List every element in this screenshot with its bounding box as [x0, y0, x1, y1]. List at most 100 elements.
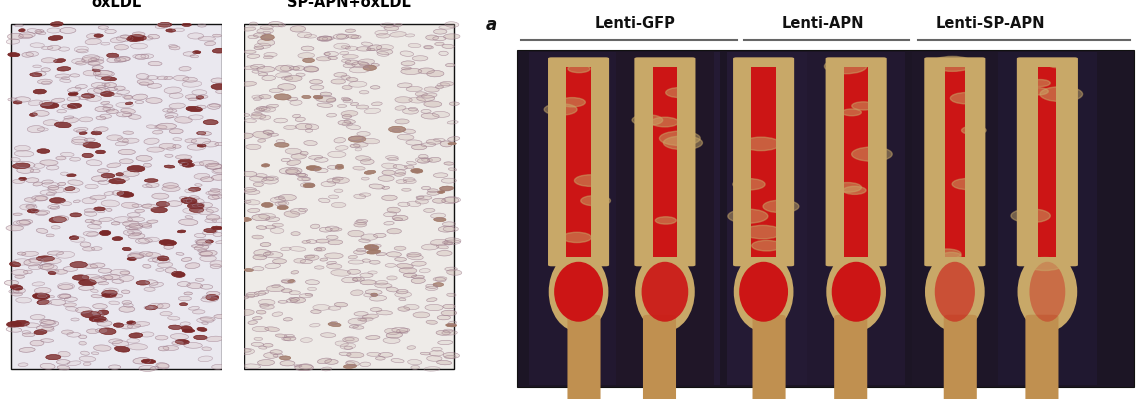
Ellipse shape	[554, 262, 603, 322]
Ellipse shape	[195, 279, 204, 281]
Ellipse shape	[192, 245, 203, 248]
Ellipse shape	[198, 37, 216, 41]
Ellipse shape	[281, 247, 291, 251]
Ellipse shape	[120, 271, 130, 275]
Ellipse shape	[386, 276, 398, 280]
Ellipse shape	[59, 47, 69, 51]
Ellipse shape	[260, 115, 270, 120]
Ellipse shape	[387, 207, 401, 213]
Ellipse shape	[87, 224, 101, 229]
Ellipse shape	[366, 336, 379, 340]
Ellipse shape	[132, 32, 145, 36]
Ellipse shape	[83, 70, 101, 76]
Ellipse shape	[261, 107, 270, 111]
Ellipse shape	[202, 242, 211, 245]
Ellipse shape	[241, 349, 251, 352]
Ellipse shape	[310, 324, 320, 327]
Ellipse shape	[94, 34, 103, 37]
Ellipse shape	[197, 318, 214, 323]
Ellipse shape	[60, 152, 74, 157]
Ellipse shape	[269, 88, 284, 93]
Ellipse shape	[264, 251, 283, 258]
Ellipse shape	[251, 64, 265, 69]
Ellipse shape	[275, 201, 289, 206]
Ellipse shape	[185, 95, 198, 99]
Ellipse shape	[393, 24, 402, 27]
Ellipse shape	[15, 146, 31, 151]
Ellipse shape	[203, 120, 218, 124]
Ellipse shape	[199, 251, 212, 256]
Ellipse shape	[9, 290, 19, 293]
FancyBboxPatch shape	[1026, 315, 1059, 399]
Ellipse shape	[67, 174, 76, 177]
Ellipse shape	[284, 334, 294, 338]
Ellipse shape	[165, 154, 173, 157]
Ellipse shape	[236, 348, 254, 355]
Ellipse shape	[82, 275, 100, 279]
Circle shape	[842, 109, 861, 116]
Ellipse shape	[197, 105, 207, 109]
Ellipse shape	[61, 77, 69, 80]
Ellipse shape	[253, 255, 267, 260]
Ellipse shape	[172, 341, 183, 345]
Ellipse shape	[244, 50, 256, 53]
Bar	[483, 12, 1134, 50]
Ellipse shape	[93, 88, 109, 93]
Ellipse shape	[93, 345, 111, 351]
Ellipse shape	[101, 174, 115, 178]
Ellipse shape	[145, 306, 158, 310]
Ellipse shape	[349, 81, 367, 87]
Ellipse shape	[201, 297, 218, 302]
Ellipse shape	[182, 81, 202, 87]
Ellipse shape	[58, 182, 66, 186]
Ellipse shape	[198, 95, 208, 99]
Ellipse shape	[34, 330, 47, 334]
Ellipse shape	[343, 337, 359, 342]
Ellipse shape	[445, 267, 458, 271]
Ellipse shape	[169, 93, 183, 98]
Ellipse shape	[48, 205, 59, 209]
Circle shape	[728, 209, 768, 223]
Ellipse shape	[242, 171, 257, 176]
Ellipse shape	[270, 197, 285, 203]
Ellipse shape	[40, 160, 58, 166]
Ellipse shape	[68, 180, 83, 185]
Ellipse shape	[290, 26, 306, 32]
Ellipse shape	[443, 34, 460, 39]
Ellipse shape	[398, 307, 410, 311]
Ellipse shape	[315, 266, 324, 269]
Ellipse shape	[327, 166, 337, 169]
Ellipse shape	[74, 200, 81, 203]
Ellipse shape	[95, 107, 110, 112]
Ellipse shape	[90, 277, 107, 282]
Ellipse shape	[244, 190, 260, 194]
Ellipse shape	[106, 208, 112, 211]
Ellipse shape	[9, 262, 20, 267]
Ellipse shape	[424, 45, 433, 49]
Ellipse shape	[261, 164, 269, 167]
Ellipse shape	[173, 28, 184, 32]
Ellipse shape	[328, 56, 337, 59]
Ellipse shape	[392, 128, 400, 131]
Ellipse shape	[66, 306, 78, 311]
Ellipse shape	[416, 196, 424, 198]
Ellipse shape	[87, 88, 102, 94]
Ellipse shape	[424, 46, 434, 49]
Ellipse shape	[95, 70, 112, 76]
Ellipse shape	[376, 253, 386, 256]
Ellipse shape	[133, 358, 151, 364]
Ellipse shape	[73, 275, 89, 280]
Ellipse shape	[375, 283, 392, 288]
Ellipse shape	[245, 200, 260, 205]
Ellipse shape	[154, 125, 167, 129]
Bar	[11, 24, 222, 369]
Ellipse shape	[189, 188, 201, 191]
Ellipse shape	[162, 109, 173, 112]
Ellipse shape	[281, 65, 294, 71]
Ellipse shape	[200, 250, 217, 257]
Ellipse shape	[317, 36, 332, 41]
Ellipse shape	[359, 91, 369, 94]
Ellipse shape	[90, 195, 106, 200]
Ellipse shape	[259, 346, 267, 349]
Circle shape	[932, 56, 974, 71]
